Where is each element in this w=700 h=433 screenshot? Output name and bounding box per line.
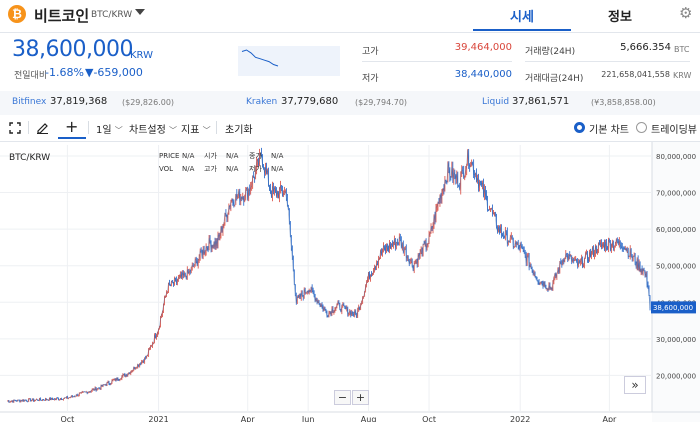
exchange-jpy: (¥3,858,858.00) (591, 98, 656, 107)
legend-low-label: 저가 (249, 164, 262, 173)
indicators-menu[interactable]: 지표 ﹀ (181, 125, 211, 136)
x-tick-label: Apr (602, 415, 617, 422)
tab-active-indicator (473, 29, 571, 31)
tradingview-label[interactable]: 트레이딩뷰 (651, 125, 697, 136)
coin-select-caret-icon[interactable] (135, 9, 145, 15)
price-series-line (7, 150, 651, 403)
plus-icon: + (65, 117, 79, 136)
toolbar-divider (0, 141, 700, 142)
x-tick-label: Jun (301, 415, 315, 422)
exchange-name[interactable]: Liquid (482, 97, 510, 107)
y-tick-label: 20,000,000 (656, 372, 696, 380)
gear-icon[interactable]: ⚙ (679, 4, 693, 22)
x-tick-label: Oct (60, 415, 74, 422)
tradingview-radio[interactable] (636, 122, 647, 133)
crosshair-icon[interactable] (9, 122, 21, 134)
pencil-icon[interactable] (36, 121, 49, 134)
period-label: 1일 (96, 125, 112, 136)
y-tick-label: 50,000,000 (656, 263, 696, 271)
current-price-tag: 38,600,000 (651, 301, 696, 314)
legend-vol-label: VOL (159, 165, 173, 173)
volume-value: 5,666.354 (620, 42, 671, 53)
period-select[interactable]: 1일 ﹀ (96, 125, 123, 136)
y-tick-label: 60,000,000 (656, 226, 696, 234)
legend-vol-value: N/A (182, 165, 195, 173)
turnover-value: 221,658,041,558 (601, 70, 670, 79)
toolbar-separator (28, 121, 29, 134)
exchange-name[interactable]: Kraken (246, 97, 278, 107)
add-indicator-button[interactable] (58, 117, 86, 139)
price-chart[interactable]: 80,000,000 70,000,000 60,000,000 50,000,000… (0, 142, 700, 422)
legend-close-value: N/A (271, 152, 284, 160)
bitcoin-icon: ₿ (8, 5, 26, 23)
turnover-label: 거래대금(24H) (525, 74, 584, 84)
legend-price-label: PRICE (159, 152, 179, 160)
x-tick-label: 2021 (148, 415, 168, 422)
legend-price-value: N/A (182, 152, 195, 160)
double-chevron-right-icon[interactable]: » (624, 376, 646, 394)
legend-high-value: N/A (226, 165, 239, 173)
low-value: 38,440,000 (454, 69, 512, 80)
x-tick-label: Aug (361, 415, 377, 422)
basic-chart-label[interactable]: 기본 차트 (589, 125, 629, 136)
svg-text:38,600,000: 38,600,000 (653, 304, 693, 312)
exchange-usd: ($29,826.00) (122, 98, 175, 107)
zoom-in-button[interactable]: + (352, 390, 369, 405)
x-tick-label: Apr (241, 415, 256, 422)
legend-open-value: N/A (226, 152, 239, 160)
legend-open-label: 시가 (204, 151, 217, 160)
change-amount: ▼-659,000 (85, 66, 143, 79)
tab-info[interactable]: 정보 (608, 10, 632, 25)
exchange-price: 37,779,680 (281, 96, 339, 107)
change-rate: -1.68% (45, 66, 84, 79)
basic-chart-radio[interactable] (574, 122, 585, 133)
chart-title: BTC/KRW (9, 153, 50, 163)
exchange-price: 37,861,571 (512, 96, 570, 107)
legend-close-label: 종가 (249, 151, 262, 160)
stat-divider (362, 61, 512, 62)
indicators-label: 지표 (181, 125, 200, 136)
exchange-name[interactable]: Bitfinex (12, 97, 47, 107)
volume-label: 거래량(24H) (525, 47, 576, 57)
x-tick-label: Oct (422, 415, 436, 422)
sparkline (238, 46, 340, 76)
high-value: 39,464,000 (454, 42, 512, 53)
volume-unit: BTC (674, 45, 690, 54)
change-label: 전일대비 (14, 71, 48, 81)
x-tick-label: 2022 (510, 415, 530, 422)
y-tick-label: 70,000,000 (656, 190, 696, 198)
current-price: 38,600,000 (12, 37, 133, 62)
price-unit: KRW (130, 50, 153, 61)
y-tick-label: 30,000,000 (656, 336, 696, 344)
tab-market[interactable]: 시세 (510, 10, 534, 25)
high-label: 고가 (362, 47, 379, 57)
exchange-bar (0, 91, 700, 115)
toolbar-separator (216, 121, 217, 134)
coin-pair: BTC/KRW (91, 10, 133, 20)
turnover-unit: KRW (673, 71, 692, 80)
coin-name[interactable]: 비트코인 (34, 7, 90, 25)
low-label: 저가 (362, 74, 379, 84)
zoom-out-button[interactable]: − (334, 390, 351, 405)
legend-high-label: 고가 (204, 164, 217, 173)
legend-low-value: N/A (271, 165, 284, 173)
exchange-price: 37,819,368 (50, 96, 108, 107)
y-tick-label: 80,000,000 (656, 153, 696, 161)
reset-button[interactable]: 초기화 (225, 125, 253, 136)
chart-settings-label: 차트설정 (129, 125, 166, 136)
chart-settings-menu[interactable]: 차트설정 ﹀ (129, 125, 177, 136)
stat-divider (525, 61, 690, 62)
toolbar-separator (88, 121, 89, 134)
exchange-usd: ($29,794.70) (355, 98, 408, 107)
header-divider (0, 32, 700, 33)
